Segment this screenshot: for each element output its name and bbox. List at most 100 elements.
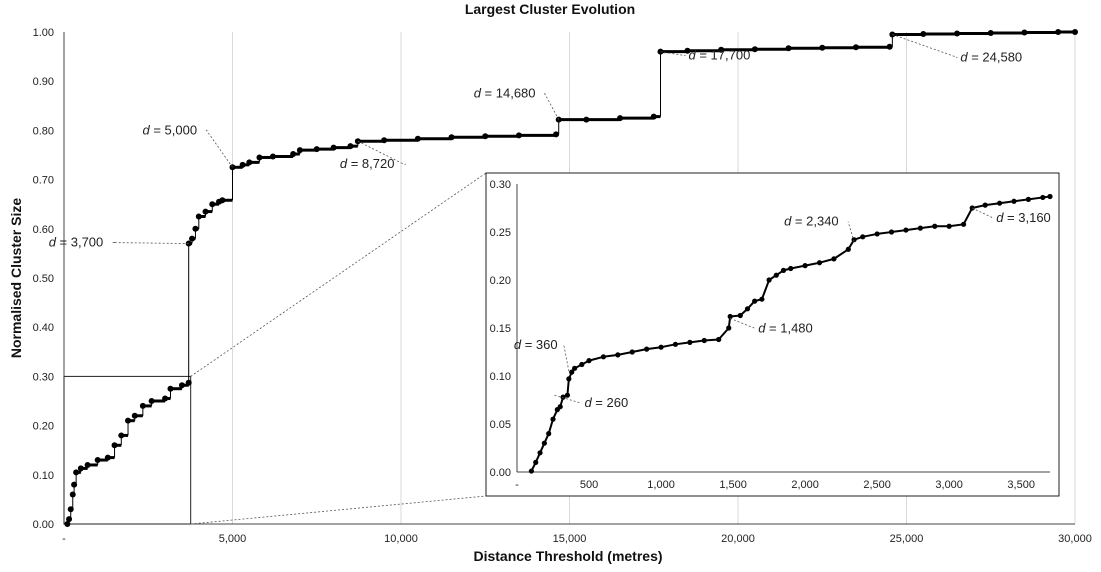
inset-data-point [1011,198,1017,204]
y-tick-label: 0.20 [33,421,54,433]
data-point [296,147,303,154]
x-tick-label: 20,000 [721,533,755,545]
annotation-leader [112,242,189,244]
inset-data-point [557,404,563,410]
data-point [650,113,657,120]
data-point [64,521,71,527]
data-point [1021,29,1028,36]
data-point [515,132,522,139]
inset-annotation-leader [563,345,570,372]
data-point [448,134,455,141]
inset-x-tick-label: - [515,479,519,491]
data-point [178,382,185,389]
data-point [69,491,76,498]
x-tick-label: 5,000 [219,533,247,545]
inset-y-tick-label: 0.20 [490,275,511,287]
inset-data-point [537,450,543,456]
inset-data-point [888,229,895,235]
inset-data-point [726,325,732,331]
data-point [118,432,125,439]
data-point [189,235,196,242]
data-point [1055,29,1062,35]
data-point [73,469,80,476]
data-point [246,159,253,166]
inset-series-line [760,279,771,300]
inset-annotation-label: d = 2,340 [784,214,839,229]
data-point [192,225,199,232]
inset-x-tick-label: 500 [580,479,598,491]
data-point [131,412,138,419]
inset-data-point [845,246,851,252]
inset-data-point [744,306,751,312]
data-point [256,154,263,161]
data-point [104,454,111,461]
data-point [162,395,169,402]
inset-data-point [533,459,539,465]
y-tick-label: 0.80 [33,125,54,137]
inset-data-point [903,227,909,233]
inset-data-point [860,234,866,240]
inset-data-point [569,369,575,375]
inset-data-point [816,260,823,266]
data-point [111,442,118,449]
x-tick-label: 15,000 [553,533,587,545]
x-tick-label: 30,000 [1058,533,1092,545]
data-point [954,30,961,37]
inset-data-point [716,336,722,343]
data-point [66,516,73,523]
inset-data-point [546,431,552,437]
inset-data-point [586,358,592,364]
inset-annotation-leader [554,394,582,404]
inset-data-point [982,202,988,208]
inset-x-tick-label: 3,000 [935,479,963,491]
inset-data-point [701,337,707,344]
inset-series-line [833,248,849,260]
inset-data-point [550,416,556,422]
data-point [347,143,354,150]
inset-data-point [802,263,808,269]
inset-x-tick-label: 1,500 [719,479,747,491]
data-point [987,29,994,36]
data-point [84,461,91,468]
inset-chart: - 500 1,000 1,500 2,000 2,500 3,000 3,500 0.00 0.… [485,172,1060,497]
data-point [330,144,337,151]
inset-data-point [851,237,857,243]
y-tick-label: 0.00 [33,519,54,531]
y-tick-label: 0.10 [33,470,54,482]
inset-data-point [874,231,880,237]
annotation-label: d = 24,580 [960,49,1022,64]
annotation-leader [660,51,686,57]
x-tick-label: - [62,533,66,545]
inset-data-point [528,468,535,474]
data-point [583,116,590,123]
inset-data-point [960,221,967,227]
inset-data-point [615,352,621,358]
inset-data-point [737,312,743,319]
inset-data-point [759,296,765,302]
data-point [886,43,893,50]
inset-data-point [629,349,635,355]
inset-data-point [566,376,572,382]
inset-data-point [1040,194,1046,201]
inset-data-point [727,313,733,320]
inset-data-point [672,341,679,347]
data-point [313,146,320,153]
inset-annotation-label: d = 3,160 [996,210,1051,225]
inset-x-tick-label: 2,000 [791,479,819,491]
inset-x-tick-label: 2,500 [863,479,891,491]
annotation-label: d = 5,000 [143,122,198,137]
inset-annotations: d = 360 d = 260 d = 1,480 d = 2,340 d = 3,16… [514,207,1051,410]
zoom-region-box [63,375,192,525]
inset-data-point [946,223,952,229]
data-point [751,46,758,53]
inset-data-point [773,272,779,278]
inset-annotation-label: d = 360 [514,337,558,352]
annotation-leader [544,93,560,120]
inset-data-point [996,200,1003,206]
x-axis-title: Distance Threshold (metres) [473,548,662,564]
data-point [920,30,927,37]
inset-series-line [962,207,974,225]
data-point [239,161,246,168]
data-point [167,385,174,392]
